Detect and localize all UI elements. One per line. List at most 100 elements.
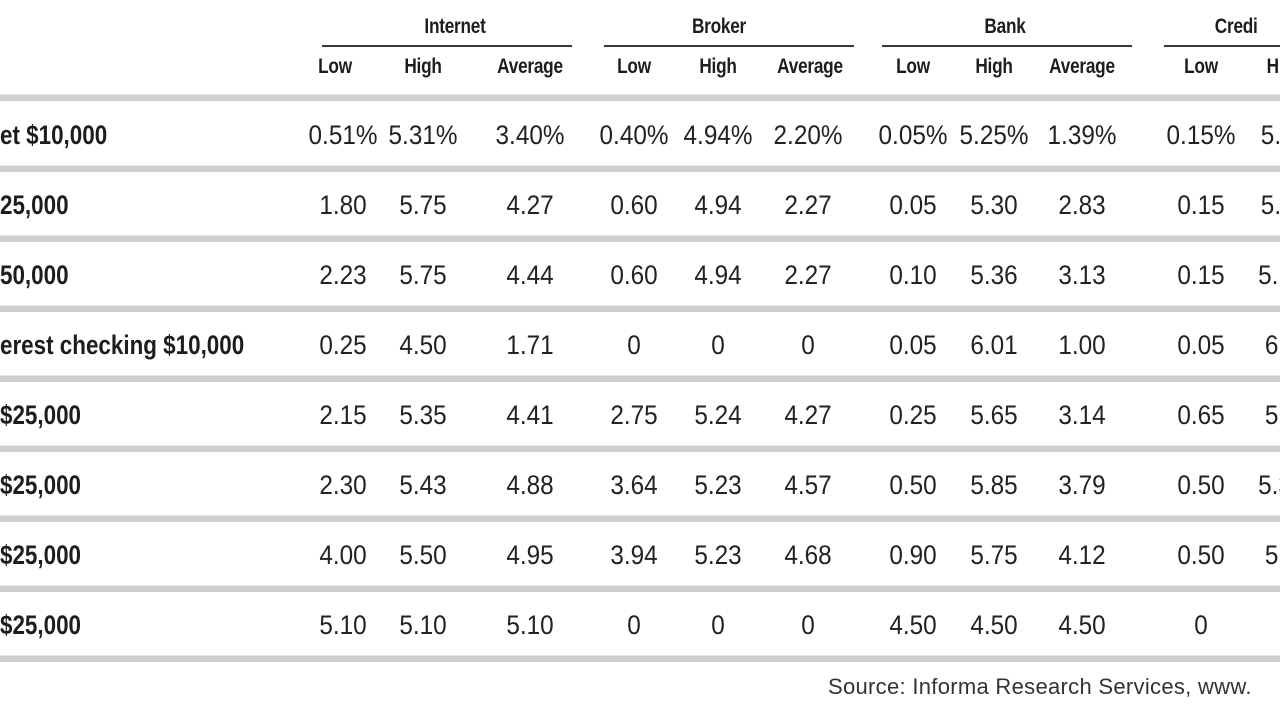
row-divider: [0, 235, 1280, 242]
row-label: et $10,000: [0, 120, 108, 150]
table-cell: 4.50: [970, 610, 1018, 640]
table-cell: 0: [711, 330, 725, 360]
group-header-internet: Internet: [424, 15, 486, 38]
table-cell: 4.95: [506, 540, 554, 570]
table-cell: 0.90: [889, 540, 937, 570]
table-cell: 0: [801, 330, 815, 360]
row-label: $25,000: [0, 400, 82, 430]
table-cell: 4.94%: [683, 120, 753, 150]
table-cell: 2.75: [610, 400, 658, 430]
table-cell: 6.: [1264, 330, 1280, 360]
table-cell: [1232, 605, 1280, 645]
table-cell: 0: [627, 330, 641, 360]
table-cell: 3.64: [610, 470, 658, 500]
table-cell: 3.94: [610, 540, 658, 570]
table-cell: 4.27: [506, 190, 554, 220]
table-cell: 5.: [1264, 400, 1280, 430]
group-rule-credit: [1164, 45, 1280, 47]
row-divider: [0, 515, 1280, 522]
row-label: 25,000: [0, 190, 69, 220]
table-cell: 5.10: [319, 610, 367, 640]
table-cell: 5.31%: [388, 120, 458, 150]
table-cell: 5.65: [970, 400, 1018, 430]
table-cell: 5.1: [1258, 260, 1280, 290]
group-header-bank: Bank: [984, 15, 1026, 38]
table-cell: 4.68: [784, 540, 832, 570]
table-cell: 0: [627, 610, 641, 640]
table-cell: 0: [801, 610, 815, 640]
table-cell: 0.25: [319, 330, 367, 360]
row-label: $25,000: [0, 610, 82, 640]
table-cell: 2.23: [319, 260, 367, 290]
table-cell: 0: [1194, 610, 1208, 640]
table-cell: 1.39%: [1047, 120, 1117, 150]
table-cell: 5.50: [399, 540, 447, 570]
table-cell: 3.40%: [495, 120, 565, 150]
table-cell: 5.75: [399, 190, 447, 220]
table-cell: 3.79: [1058, 470, 1106, 500]
column-header: Low: [896, 55, 930, 78]
table-cell: 4.12: [1058, 540, 1106, 570]
table-cell: 1.00: [1058, 330, 1106, 360]
table-cell: 2.83: [1058, 190, 1106, 220]
table-cell: 0.50: [889, 470, 937, 500]
row-label: erest checking $10,000: [0, 330, 245, 360]
table-cell: 5.24: [694, 400, 742, 430]
table-cell: 5.75: [399, 260, 447, 290]
column-header: High: [975, 55, 1013, 78]
table-cell: 2.15: [319, 400, 367, 430]
table-cell: 0.60: [610, 190, 658, 220]
table-cell: 4.44: [506, 260, 554, 290]
column-header: Average: [777, 55, 843, 78]
row-label: 50,000: [0, 260, 69, 290]
table-cell: 5.85: [970, 470, 1018, 500]
table-cell: 0.50: [1177, 540, 1225, 570]
table-cell: 5.23: [694, 540, 742, 570]
column-header: Average: [1049, 55, 1115, 78]
table-cell: 4.57: [784, 470, 832, 500]
table-cell: 2.20%: [773, 120, 843, 150]
table-cell: 2.27: [784, 190, 832, 220]
row-divider: [0, 165, 1280, 172]
table-cell: 4.27: [784, 400, 832, 430]
table-cell: 4.94: [694, 260, 742, 290]
row-divider: [0, 305, 1280, 312]
table-cell: 0.15: [1177, 190, 1225, 220]
column-header: Hi: [1266, 55, 1280, 78]
table-cell: 0.60: [610, 260, 658, 290]
table-cell: 3.14: [1058, 400, 1106, 430]
table-cell: 5.10: [506, 610, 554, 640]
column-header: High: [699, 55, 737, 78]
group-rule-bank: [882, 45, 1132, 47]
row-label: $25,000: [0, 470, 82, 500]
table-cell: 4.88: [506, 470, 554, 500]
table-cell: 5.(: [1260, 190, 1280, 220]
table-cell: 6.01: [970, 330, 1018, 360]
table-cell: 4.41: [506, 400, 554, 430]
row-divider: [0, 375, 1280, 382]
table-cell: 4.50: [889, 610, 937, 640]
table-cell: 0.25: [889, 400, 937, 430]
table-cell: 0.05: [1177, 330, 1225, 360]
table-cell: 5.23: [694, 470, 742, 500]
table-cell: 1.71: [506, 330, 554, 360]
table-cell: 5.36: [970, 260, 1018, 290]
column-header: Low: [617, 55, 651, 78]
table-cell: 5.: [1264, 540, 1280, 570]
source-note: Source: Informa Research Services, www.: [828, 674, 1252, 699]
table-cell: 0.15: [1177, 260, 1225, 290]
table-cell: 5.(: [1260, 120, 1280, 150]
table-bottom-divider: [0, 655, 1280, 662]
table-cell: 5.10: [399, 610, 447, 640]
table-cell: 0.51%: [308, 120, 378, 150]
table-cell: 5.75: [970, 540, 1018, 570]
group-header-broker: Broker: [691, 15, 747, 38]
table-cell: 2.27: [784, 260, 832, 290]
row-divider: [0, 445, 1280, 452]
table-cell: 5.35: [399, 400, 447, 430]
table-cell: 0.15%: [1166, 120, 1236, 150]
table-cell: 0.10: [889, 260, 937, 290]
table-cell: 0.40%: [599, 120, 669, 150]
table-cell: 5.43: [399, 470, 447, 500]
table-cell: 4.00: [319, 540, 367, 570]
